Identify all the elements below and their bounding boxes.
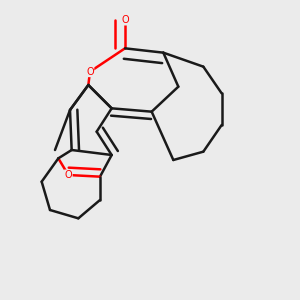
Text: O: O [121, 15, 129, 25]
Text: O: O [86, 67, 94, 77]
Text: O: O [64, 170, 72, 180]
